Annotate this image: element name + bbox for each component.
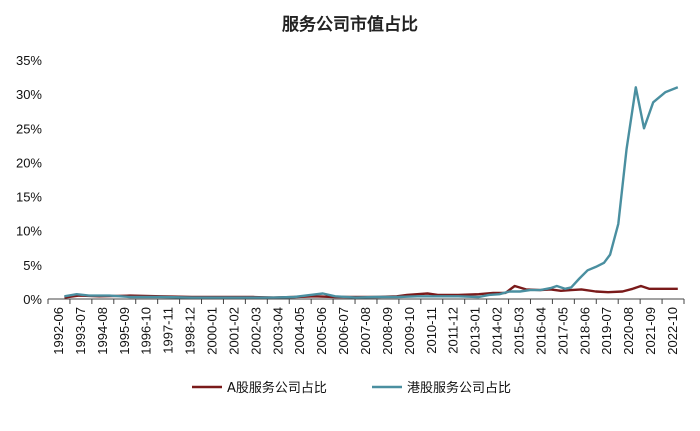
x-tick-label: 2008-09 bbox=[380, 307, 395, 355]
y-tick-label: 30% bbox=[16, 87, 42, 102]
x-tick-label: 2015-03 bbox=[512, 307, 527, 355]
x-tick-label: 2018-06 bbox=[577, 307, 592, 355]
x-tick-label: 2003-04 bbox=[270, 307, 285, 355]
x-tick-label: 2011-12 bbox=[446, 307, 461, 354]
x-tick-label: 2016-04 bbox=[533, 307, 548, 355]
legend-label: 港股服务公司占比 bbox=[407, 380, 511, 396]
x-tick-label: 2019-07 bbox=[599, 307, 614, 355]
x-tick-label: 1998-12 bbox=[183, 307, 198, 355]
series-line-hk-share bbox=[64, 86, 679, 299]
x-tick-label: 2014-02 bbox=[490, 307, 505, 355]
x-tick-label: 2022-10 bbox=[665, 307, 680, 355]
x-tick-label: 2010-11 bbox=[424, 307, 439, 354]
x-tick-label: 2001-02 bbox=[226, 307, 241, 355]
y-tick-label: 15% bbox=[16, 190, 42, 205]
x-tick-label: 1992-06 bbox=[51, 307, 66, 355]
x-tick-label: 2005-06 bbox=[314, 307, 329, 355]
x-tick-label: 1995-09 bbox=[117, 307, 132, 355]
legend: A股服务公司占比 港股服务公司占比 bbox=[192, 380, 511, 396]
x-tick-label: 2009-10 bbox=[402, 307, 417, 355]
x-axis: 1992-06 1993-07 1994-08 1995-09 1996-10 1997-… bbox=[47, 298, 685, 355]
x-tick-label: 2020-08 bbox=[621, 307, 636, 355]
y-tick-label: 5% bbox=[23, 258, 42, 273]
x-tick-label: 2004-05 bbox=[292, 307, 307, 355]
legend-label: A股服务公司占比 bbox=[227, 380, 327, 396]
chart-title: 服务公司市值占比 bbox=[282, 15, 418, 35]
x-tick-label: 1997-11 bbox=[161, 307, 176, 354]
x-tick-label: 2017-05 bbox=[555, 307, 570, 355]
x-tick-label: 2002-03 bbox=[248, 307, 263, 355]
y-tick-label: 35% bbox=[16, 53, 42, 68]
x-tick-label: 1993-07 bbox=[73, 307, 88, 355]
y-tick-label: 20% bbox=[16, 155, 42, 170]
y-tick-label: 0% bbox=[23, 292, 42, 307]
series-lines bbox=[64, 86, 679, 299]
y-tick-label: 10% bbox=[16, 224, 42, 239]
x-tick-label: 2000-01 bbox=[204, 307, 219, 355]
x-tick-label: 2007-08 bbox=[358, 307, 373, 355]
y-axis: 0% 5% 10% 15% 20% 25% 30% 35% bbox=[16, 53, 42, 307]
x-tick-label: 2013-01 bbox=[468, 307, 483, 355]
x-tick-label: 1996-10 bbox=[139, 307, 154, 355]
x-tick-label: 1994-08 bbox=[95, 307, 110, 355]
x-tick-label: 2006-07 bbox=[336, 307, 351, 355]
y-tick-label: 25% bbox=[16, 121, 42, 136]
x-tick-label: 2021-09 bbox=[643, 307, 658, 355]
